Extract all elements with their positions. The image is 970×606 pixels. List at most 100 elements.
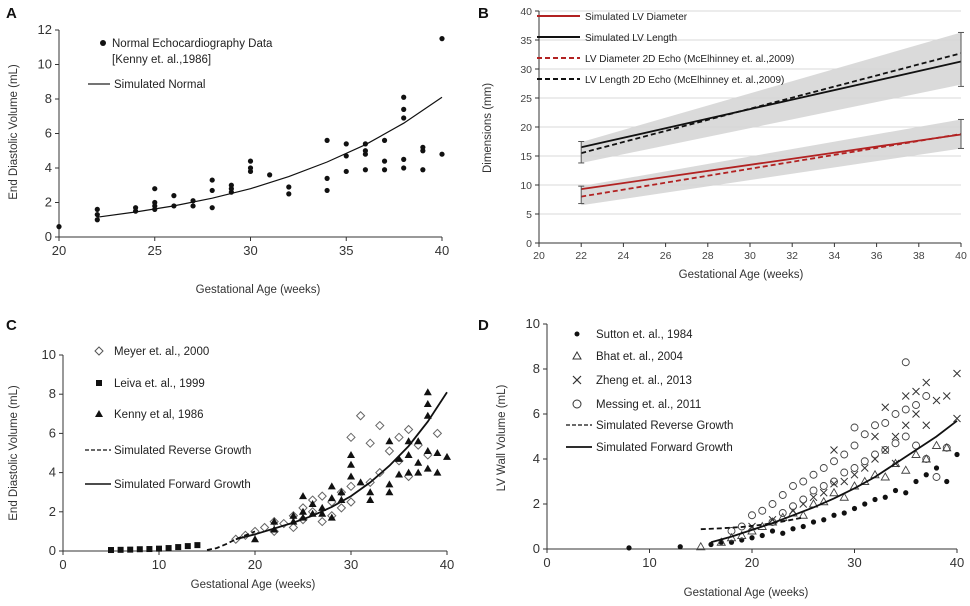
panel-a-point xyxy=(343,153,349,159)
panel-c-point xyxy=(317,491,327,501)
panel-d-legend-cross-icon xyxy=(572,375,582,385)
panel-b: B 20 22 24 26 28 30 32 34 36 38 40 0 5 10 15 20 25 30 35 40… xyxy=(478,5,967,281)
panel-d-point xyxy=(901,405,910,414)
panel-d-point xyxy=(944,478,950,485)
panel-b-x-tick-label: 26 xyxy=(660,250,672,262)
panel-c-x-tick-label: 30 xyxy=(344,557,358,572)
panel-d-xlabel: Gestational Age (weeks) xyxy=(684,587,809,599)
panel-d-point xyxy=(903,490,909,496)
panel-a-point xyxy=(209,177,215,183)
panel-a-point xyxy=(401,165,407,171)
panel-a-plot: 20 25 30 35 40 0 2 4 6 8 10 12 xyxy=(38,22,450,258)
panel-d-point xyxy=(921,454,932,463)
panel-c-x-tick-label: 40 xyxy=(440,557,454,572)
panel-a-x-tick-label: 20 xyxy=(52,243,66,258)
panel-d-point xyxy=(871,432,879,441)
panel-a-point xyxy=(94,211,100,218)
panel-d-point xyxy=(941,442,952,452)
panel-a-point xyxy=(228,182,234,188)
panel-d-point xyxy=(871,421,879,430)
panel-d-point xyxy=(922,455,931,463)
panel-c-point xyxy=(136,546,143,553)
panel-a-point xyxy=(152,199,158,206)
panel-a-x-tick-label: 25 xyxy=(148,243,162,258)
panel-c-point xyxy=(108,547,114,554)
panel-d-point xyxy=(727,527,736,535)
panel-c-point xyxy=(414,437,423,445)
panel-c-point xyxy=(346,481,356,492)
panel-d-legend-5: Simulated Forward Growth xyxy=(596,442,733,454)
panel-d-point xyxy=(900,465,911,474)
panel-b-x-tick-label: 24 xyxy=(618,250,630,262)
panel-b-series-line xyxy=(581,133,962,198)
panel-b-x-tick-label: 20 xyxy=(533,250,545,262)
panel-d-point xyxy=(922,392,931,400)
panel-c-point xyxy=(347,472,355,480)
panel-d-point xyxy=(891,410,900,418)
panel-d-point xyxy=(829,487,839,497)
panel-d-point xyxy=(862,501,868,507)
panel-a-point xyxy=(247,165,254,171)
panel-c-ylabel: End Diastolic Volume (mL) xyxy=(8,385,20,521)
panel-d-point xyxy=(789,482,797,490)
panel-d-point xyxy=(677,544,683,550)
panel-b-x-tick-label: 32 xyxy=(786,250,798,262)
panel-d-point xyxy=(932,473,941,481)
panel-a-xlabel: Gestational Age (weeks) xyxy=(196,284,321,296)
panel-d-point xyxy=(749,535,755,541)
panel-c-point xyxy=(327,513,336,521)
panel-c-point xyxy=(432,428,443,439)
panel-d-point xyxy=(769,528,776,534)
panel-c-point xyxy=(318,509,327,517)
panel-c-x-tick-label: 0 xyxy=(59,557,66,572)
panel-a-point xyxy=(381,167,388,173)
panel-d-point xyxy=(954,451,960,458)
panel-d-point xyxy=(819,464,828,472)
panel-d-point xyxy=(901,421,910,430)
panel-c-legend-3: Simulated Reverse Growth xyxy=(114,445,251,457)
panel-c-xlabel: Gestational Age (weeks) xyxy=(191,579,316,591)
panel-c-point xyxy=(385,488,394,496)
panel-c-y-tick-label: 10 xyxy=(42,347,56,362)
panel-c-legend-diamond-icon xyxy=(94,346,104,356)
panel-d-point xyxy=(860,464,869,472)
panel-c-point xyxy=(308,499,317,507)
panel-a-point xyxy=(152,186,158,192)
panel-b-x-tick-label: 22 xyxy=(575,250,587,262)
panel-a-point xyxy=(286,184,292,190)
panel-c-point xyxy=(384,446,395,456)
panel-a-point xyxy=(190,203,196,209)
panel-a-point xyxy=(324,175,330,181)
panel-d-point xyxy=(912,401,920,409)
panel-c-legend-2: Kenny et al, 1986 xyxy=(114,409,204,421)
panel-c-point xyxy=(318,503,327,511)
panel-d-point xyxy=(891,439,900,448)
panel-c-point xyxy=(299,507,307,515)
panel-a-y-tick-label: 12 xyxy=(38,22,52,37)
panel-a-y-tick-label: 0 xyxy=(45,229,52,244)
panel-c-x-tick-label: 10 xyxy=(152,557,166,572)
panel-a-point xyxy=(362,148,368,154)
panel-c-point xyxy=(423,447,432,455)
panel-d-point xyxy=(953,369,961,378)
panel-c-y-tick-label: 4 xyxy=(49,465,56,480)
panel-d-point xyxy=(860,430,869,439)
panel-a-point xyxy=(381,137,388,143)
panel-a-series-line xyxy=(97,96,443,218)
panel-b-confidence-band xyxy=(581,32,961,163)
panel-b-xlabel: Gestational Age (weeks) xyxy=(679,269,804,281)
panel-d-point xyxy=(933,465,940,471)
panel-d-point xyxy=(780,530,786,536)
panel-d-series-line xyxy=(700,516,804,531)
panel-a-x-tick-label: 30 xyxy=(243,243,257,258)
panel-d-point xyxy=(932,396,941,405)
panel-c-point xyxy=(346,497,356,507)
panel-c-point xyxy=(270,517,279,525)
panel-c-point xyxy=(327,494,336,502)
panel-d-point xyxy=(819,482,828,490)
panel-d-point xyxy=(839,492,850,501)
panel-c-point xyxy=(355,411,366,421)
panel-d-point xyxy=(759,532,765,539)
panel-b-ylabel: Dimensions (mm) xyxy=(482,83,494,173)
panel-a-y-tick-label: 6 xyxy=(45,126,52,141)
